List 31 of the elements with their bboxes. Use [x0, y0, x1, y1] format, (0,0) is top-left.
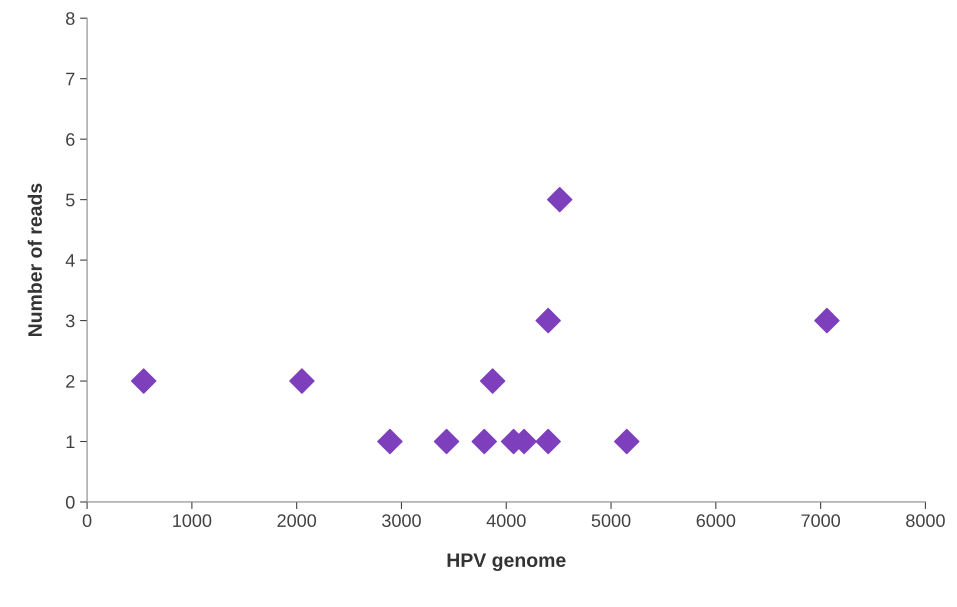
y-tick-label: 1 [66, 436, 74, 448]
y-axis-title: Number of reads [28, 184, 42, 336]
y-tick-label: 6 [66, 133, 74, 146]
point [289, 368, 315, 394]
x-tick-label: 2000 [277, 514, 316, 528]
y-tick-label: 0 [66, 496, 75, 509]
y-tick-label: 8 [66, 12, 74, 25]
point [535, 428, 561, 454]
point [130, 368, 156, 394]
point [480, 368, 506, 394]
x-tick-label: 8000 [906, 514, 945, 528]
x-tick-label: 6000 [696, 514, 736, 528]
x-tick-label: 3000 [382, 514, 421, 528]
x-tick-label: 5000 [592, 514, 630, 528]
x-tick-label: 0 [82, 514, 92, 528]
point [546, 186, 572, 212]
point [614, 428, 640, 454]
y-tick-label: 4 [66, 254, 75, 267]
point [814, 308, 840, 334]
x-tick-label: 1000 [173, 514, 212, 528]
point [434, 428, 460, 454]
point [377, 428, 403, 454]
x-tick-label: 4000 [486, 514, 526, 528]
x-axis-title: HPV genome [448, 553, 566, 571]
y-tick-label: 5 [66, 194, 75, 206]
x-tick-label: 7000 [801, 514, 840, 528]
y-tick-label: 3 [66, 314, 74, 328]
y-tick-label: 2 [66, 374, 74, 388]
point [535, 308, 561, 334]
y-tick-label: 7 [66, 72, 74, 86]
point [472, 428, 497, 454]
